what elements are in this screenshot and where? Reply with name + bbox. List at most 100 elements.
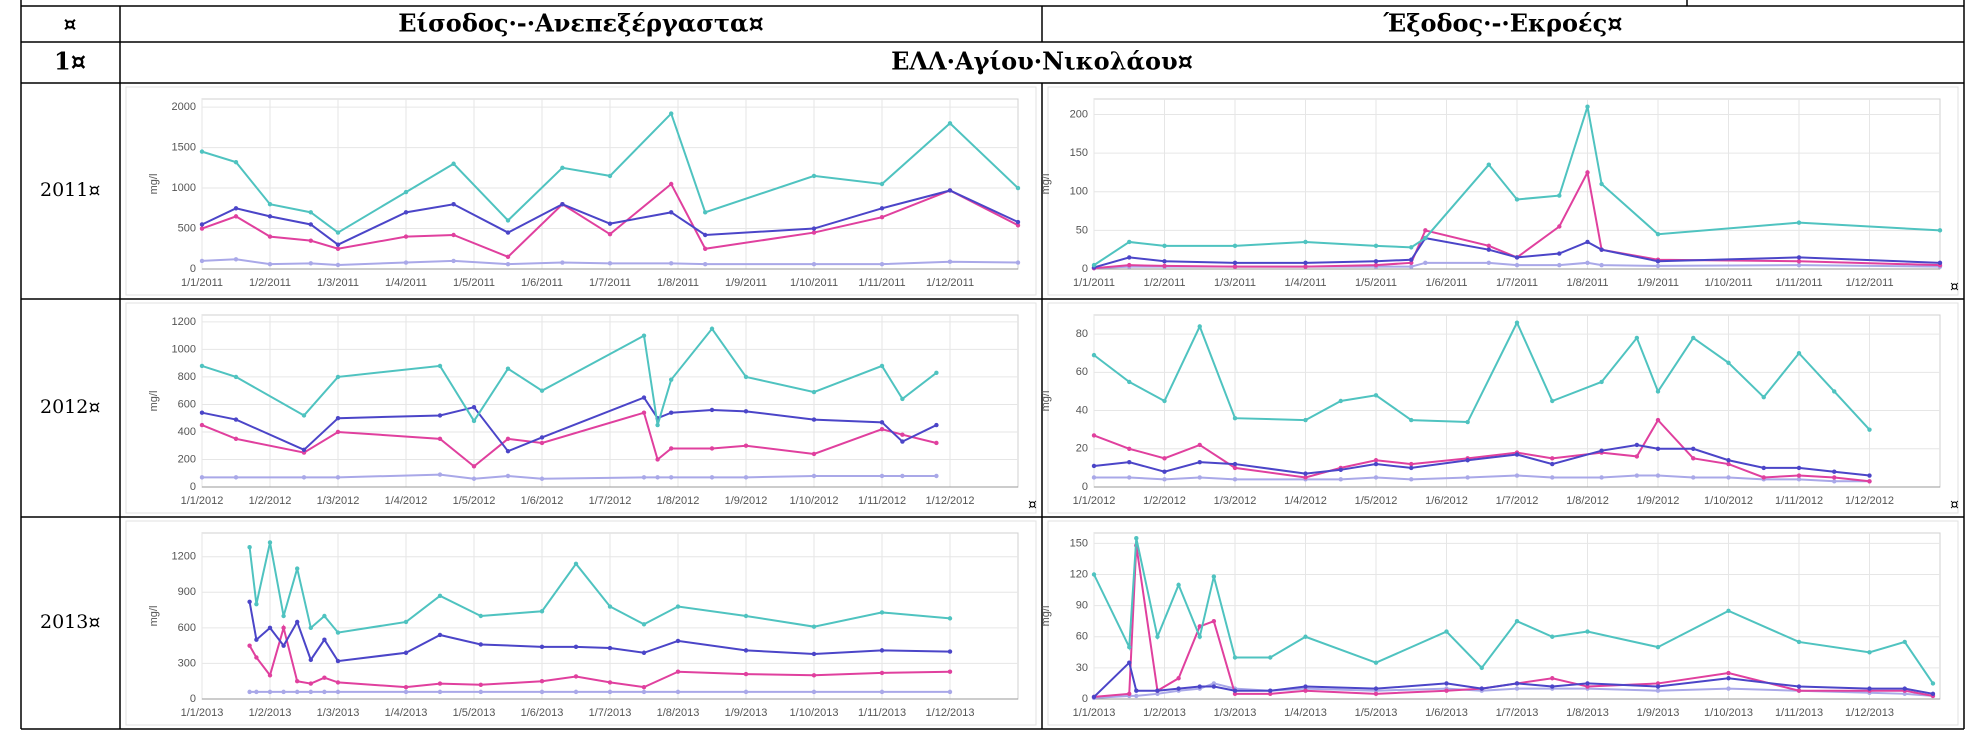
data-point <box>1176 582 1181 588</box>
x-tick-label: 1/7/2011 <box>589 277 631 289</box>
data-point <box>1867 473 1872 478</box>
data-point <box>1585 239 1590 245</box>
series-line <box>201 189 1019 246</box>
y-tick-label: 50 <box>1076 224 1088 236</box>
data-point <box>233 214 239 219</box>
data-point <box>1585 260 1590 266</box>
data-point <box>934 473 939 479</box>
data-point <box>335 475 341 480</box>
data-point <box>1232 260 1238 266</box>
data-point <box>335 374 341 380</box>
data-point <box>669 181 674 187</box>
data-point <box>669 210 674 215</box>
data-point <box>1127 446 1132 451</box>
cell-end-mark: ¤ <box>1028 497 1037 513</box>
data-point <box>335 658 341 664</box>
data-point <box>267 689 273 695</box>
x-tick-label: 1/2/2013 <box>1143 707 1186 719</box>
data-point <box>1409 465 1414 471</box>
data-point <box>1465 419 1470 425</box>
y-tick-label: 600 <box>178 622 196 634</box>
data-point <box>1655 688 1661 693</box>
data-point <box>281 625 286 631</box>
x-tick-label: 1/1/2011 <box>1073 277 1115 289</box>
data-point <box>1127 459 1132 465</box>
data-point <box>1303 475 1308 480</box>
y-tick-label: 0 <box>190 481 196 493</box>
y-tick-label: 800 <box>178 371 196 383</box>
data-point <box>539 679 545 684</box>
y-tick-label: 100 <box>1070 186 1088 198</box>
data-point <box>1761 465 1766 471</box>
x-tick-label: 1/2/2013 <box>249 707 292 719</box>
data-point <box>743 443 749 448</box>
data-point <box>1796 351 1802 356</box>
data-point <box>403 684 409 690</box>
data-point <box>1423 235 1428 241</box>
data-point <box>1796 255 1802 260</box>
data-point <box>1232 243 1238 249</box>
x-tick-label: 1/5/2013 <box>453 707 496 719</box>
y-tick-label: 60 <box>1076 366 1088 378</box>
data-point <box>437 681 443 686</box>
data-point <box>1550 398 1555 404</box>
data-point <box>703 232 708 238</box>
data-point <box>947 649 953 654</box>
data-point <box>607 680 613 685</box>
data-point <box>1867 479 1872 484</box>
data-point <box>1761 475 1766 480</box>
x-tick-label: 1/9/2011 <box>1637 277 1679 289</box>
x-tick-label: 1/8/2013 <box>1566 707 1609 719</box>
x-tick-label: 1/12/2011 <box>926 277 974 289</box>
x-tick-label: 1/11/2011 <box>858 277 905 289</box>
cell-end-mark: ¤ <box>1950 497 1959 513</box>
data-point <box>811 173 817 179</box>
data-point <box>641 650 647 655</box>
data-point <box>641 410 647 415</box>
data-point <box>1937 228 1943 233</box>
data-point <box>1303 471 1308 476</box>
y-tick-label: 80 <box>1076 328 1088 340</box>
data-point <box>308 681 313 686</box>
data-point <box>811 473 817 479</box>
data-point <box>1655 389 1661 394</box>
data-point <box>308 625 313 631</box>
data-point <box>1514 320 1520 325</box>
data-point <box>295 689 300 695</box>
group-name: ΕΛΛ·Αγίου·Νικολάου¤ <box>891 47 1193 76</box>
data-point <box>505 218 511 223</box>
data-point <box>1655 417 1661 423</box>
data-point <box>199 258 205 264</box>
x-tick-label: 1/11/2011 <box>1775 277 1822 289</box>
data-point <box>573 644 579 650</box>
x-tick-label: 1/7/2012 <box>1496 495 1539 507</box>
data-point <box>254 601 259 607</box>
data-point <box>505 366 511 371</box>
x-tick-label: 1/12/2012 <box>926 495 975 507</box>
data-point <box>703 210 708 215</box>
data-point <box>607 221 613 226</box>
data-point <box>703 246 708 251</box>
y-tick-label: 1200 <box>172 551 196 563</box>
x-tick-label: 1/8/2013 <box>657 707 700 719</box>
data-point <box>1197 634 1202 639</box>
data-point <box>743 613 749 619</box>
data-point <box>335 242 341 247</box>
x-tick-label: 1/4/2013 <box>1284 707 1327 719</box>
data-point <box>675 669 681 674</box>
data-point <box>560 202 565 207</box>
data-point <box>743 409 749 414</box>
data-point <box>1338 477 1343 482</box>
x-tick-label: 1/8/2012 <box>657 495 700 507</box>
data-point <box>471 404 477 410</box>
data-point <box>1867 650 1872 655</box>
series-line <box>201 182 1019 259</box>
data-point <box>1232 655 1238 660</box>
data-point <box>743 648 749 653</box>
y-tick-label: 0 <box>190 263 196 275</box>
data-point <box>322 637 327 642</box>
data-point <box>669 475 674 480</box>
data-point <box>879 473 885 479</box>
data-point <box>267 234 273 239</box>
x-tick-label: 1/3/2012 <box>1214 495 1257 507</box>
